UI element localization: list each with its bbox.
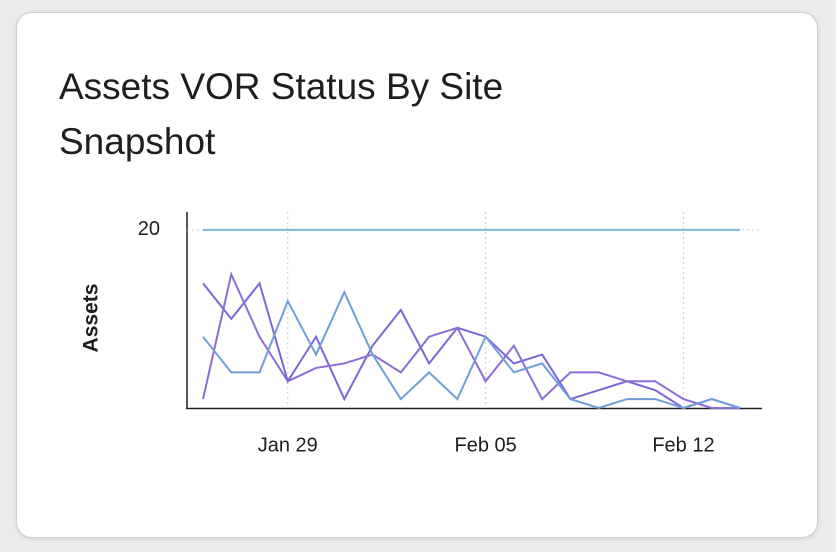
- card: Assets VOR Status By Site Snapshot: [16, 12, 818, 538]
- y-tick-label: 20: [138, 218, 160, 240]
- line-series: [202, 289, 741, 410]
- line-series: [202, 271, 740, 409]
- x-tick-label: Feb 05: [454, 434, 516, 456]
- x-tick-label: Feb 12: [652, 434, 714, 456]
- line-series: [202, 281, 741, 410]
- x-tick-label: Jan 29: [258, 434, 318, 456]
- y-axis-label: Assets: [80, 284, 103, 353]
- chart-title: Assets VOR Status By Site Snapshot: [59, 66, 504, 162]
